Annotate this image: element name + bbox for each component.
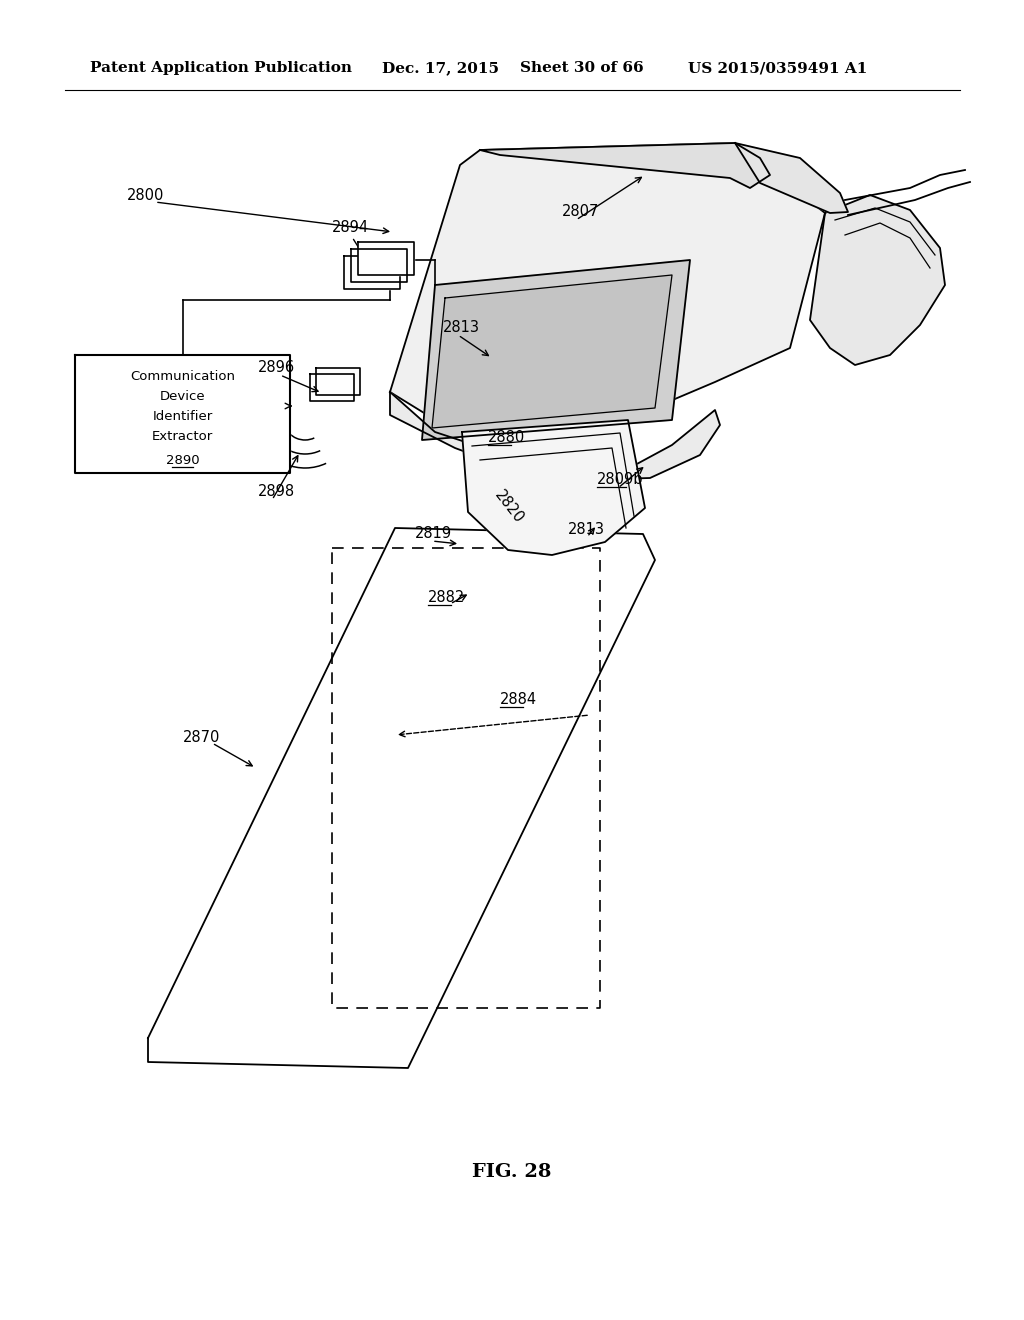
Polygon shape (148, 528, 655, 1068)
Text: 2807: 2807 (562, 205, 599, 219)
Text: US 2015/0359491 A1: US 2015/0359491 A1 (688, 61, 867, 75)
Polygon shape (351, 248, 407, 281)
Polygon shape (390, 143, 825, 451)
Text: 2884: 2884 (500, 693, 538, 708)
Text: 2813: 2813 (568, 523, 605, 537)
Text: 2813: 2813 (443, 321, 480, 335)
Polygon shape (422, 260, 690, 440)
Text: 2870: 2870 (183, 730, 220, 746)
Text: 2809b: 2809b (597, 473, 643, 487)
Polygon shape (432, 275, 672, 428)
Text: FIG. 28: FIG. 28 (472, 1163, 552, 1181)
Polygon shape (390, 392, 720, 480)
Text: 2880: 2880 (488, 430, 525, 446)
Text: Patent Application Publication: Patent Application Publication (90, 61, 352, 75)
Polygon shape (735, 143, 848, 213)
Text: Sheet 30 of 66: Sheet 30 of 66 (520, 61, 644, 75)
Text: 2820: 2820 (492, 487, 526, 527)
Text: 2896: 2896 (258, 360, 295, 375)
Text: 2819: 2819 (415, 527, 453, 541)
Text: 2898: 2898 (258, 484, 295, 499)
Text: 2890: 2890 (166, 454, 200, 466)
Polygon shape (344, 256, 400, 289)
Polygon shape (358, 242, 414, 275)
Text: Dec. 17, 2015: Dec. 17, 2015 (382, 61, 499, 75)
Text: 2894: 2894 (332, 220, 369, 235)
Text: Device: Device (160, 391, 206, 404)
Polygon shape (462, 420, 645, 554)
Text: 2800: 2800 (127, 187, 165, 202)
Polygon shape (75, 355, 290, 473)
Text: Communication: Communication (130, 371, 234, 384)
Text: Extractor: Extractor (152, 430, 213, 444)
Polygon shape (480, 143, 770, 187)
Polygon shape (810, 195, 945, 366)
Text: Identifier: Identifier (153, 411, 213, 424)
Text: 2882: 2882 (428, 590, 465, 606)
Polygon shape (316, 367, 360, 395)
Polygon shape (310, 374, 354, 400)
